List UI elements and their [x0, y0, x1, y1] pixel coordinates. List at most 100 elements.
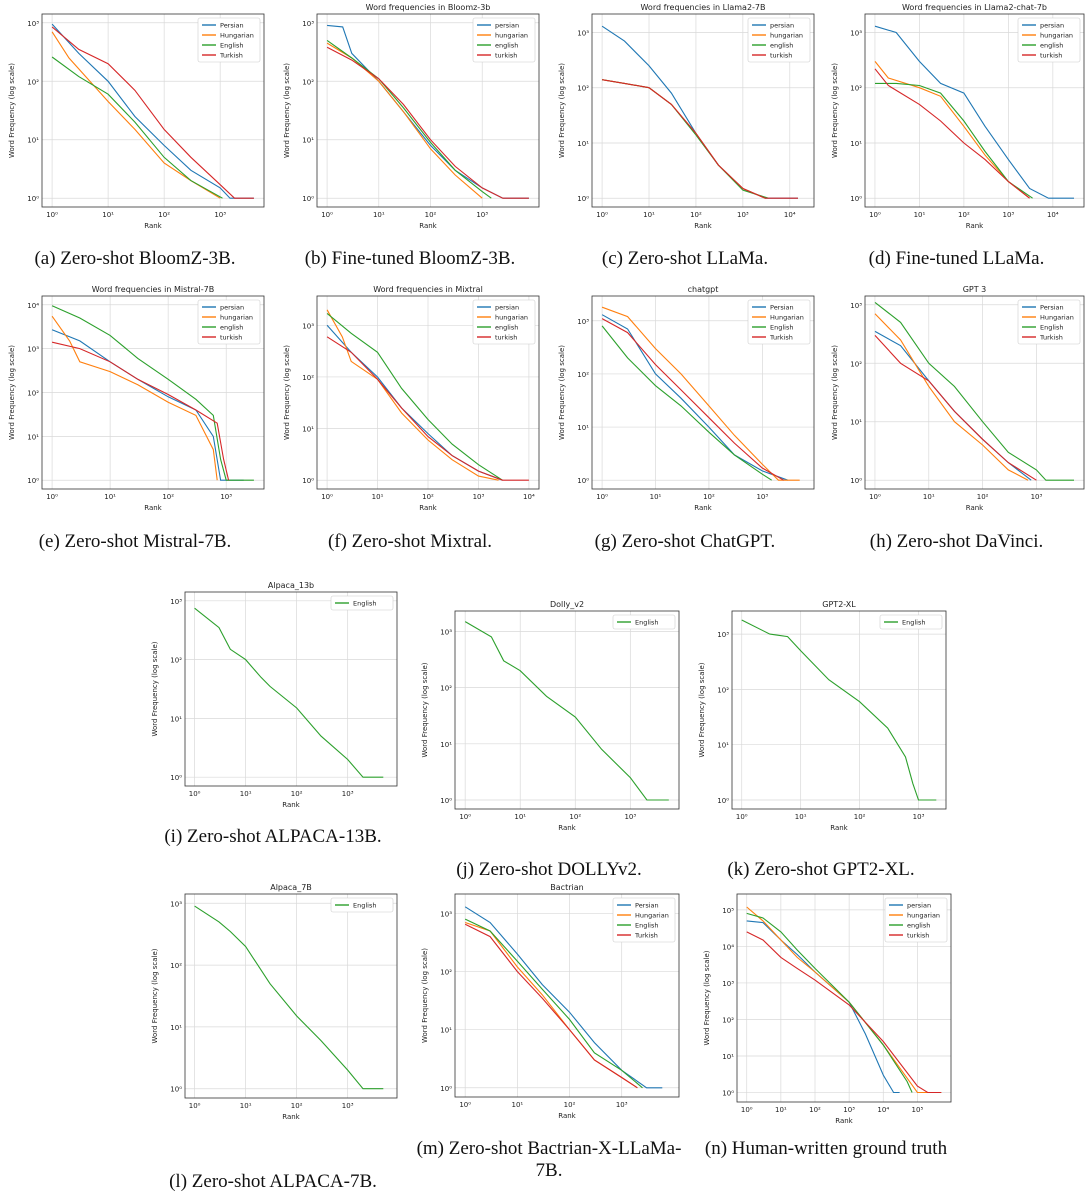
x-axis-label: Rank	[694, 504, 712, 512]
y-tick-label: 10³	[302, 322, 314, 330]
x-tick-label: 10²	[703, 493, 715, 501]
y-tick-label: 10¹	[717, 742, 729, 750]
chart-svg: Alpaca_13b 10⁰ 10¹ 10² 10³ 10⁰ 10¹ 10² 10³ Rank Wo…	[151, 581, 398, 809]
series-line-turkish	[874, 335, 1037, 481]
legend-label: Persian	[220, 22, 244, 30]
series-line-persian	[601, 314, 788, 481]
y-tick-label: 10⁰	[717, 797, 729, 805]
legend-label: hungarian	[907, 912, 940, 920]
y-tick-label: 10³	[717, 631, 729, 639]
chart-title: GPT2-XL	[822, 600, 856, 609]
legend-label: English	[770, 324, 793, 332]
y-tick-label: 10¹	[850, 140, 862, 148]
x-axis-label: Rank	[419, 222, 437, 230]
x-tick-label: 10³	[342, 1102, 354, 1110]
chart-title: Dolly_v2	[550, 600, 584, 609]
y-tick-label: 10²	[722, 1016, 734, 1024]
chart-svg: Dolly_v2 10⁰ 10¹ 10² 10³ 10⁰ 10¹ 10² 10³ Rank Word…	[421, 600, 680, 832]
series-line-turkish	[326, 336, 529, 481]
series-line-turkish	[326, 46, 529, 199]
figure-caption: (i) Zero-shot ALPACA-13B.	[164, 826, 382, 847]
legend-label: turkish	[770, 52, 792, 60]
chart-title: Word frequencies in Llama2-chat-7b	[902, 3, 1047, 12]
y-tick-label: 10²	[440, 969, 452, 977]
legend-box	[1017, 299, 1081, 345]
legend-label: Hungarian	[770, 314, 804, 322]
legend-label: english	[495, 324, 518, 332]
chart-panel: Word frequencies in Llama2-7B 10⁰ 10¹ 10² 10…	[550, 0, 820, 235]
y-tick-label: 10⁰	[850, 195, 862, 203]
figure-caption: (h) Zero-shot DaVinci.	[869, 531, 1044, 552]
figure-caption: (b) Fine-tuned BloomZ-3B.	[304, 248, 516, 269]
y-tick-label: 10²	[850, 360, 862, 368]
chart-title: chatgpt	[688, 285, 719, 294]
y-tick-label: 10⁰	[850, 477, 862, 485]
x-axis-label: Rank	[282, 801, 300, 809]
chart-svg: Word frequencies in Llama2-chat-7b 10⁰ 10¹…	[831, 3, 1085, 230]
x-tick-label: 10¹	[240, 790, 252, 798]
x-tick-label: 10⁴	[523, 493, 535, 501]
x-tick-label: 10⁰	[321, 211, 333, 219]
y-tick-label: 10²	[27, 78, 39, 86]
y-tick-label: 10²	[577, 85, 589, 93]
series-line-english	[875, 82, 1033, 199]
chart-svg: chatgpt 10⁰ 10¹ 10² 10³ 10⁰ 10¹ 10² 10³ Rank Word …	[558, 285, 815, 512]
plot-frame	[41, 295, 265, 490]
y-tick-label: 10⁰	[577, 195, 589, 203]
y-tick-label: 10²	[27, 390, 39, 398]
legend-box	[197, 17, 261, 63]
y-tick-label: 10²	[577, 371, 589, 379]
y-tick-label: 10⁴	[722, 943, 734, 951]
plot-frame	[731, 610, 947, 810]
series-line-turkish	[746, 931, 942, 1094]
chart-panel: Word frequencies in Mixtral 10⁰ 10¹ 10² 10³ 1…	[275, 282, 545, 517]
legend-label: persian	[770, 22, 794, 30]
x-tick-label: 10²	[162, 493, 174, 501]
x-tick-label: 10²	[158, 211, 170, 219]
x-tick-label: 10⁴	[877, 1106, 889, 1114]
plot-frame	[864, 295, 1085, 490]
legend-label: turkish	[495, 334, 517, 342]
x-tick-label: 10²	[569, 813, 581, 821]
series-line-english	[602, 79, 769, 199]
chart-panel: Word frequencies in Llama2-chat-7b 10⁰ 10¹…	[823, 0, 1090, 235]
x-axis-label: Rank	[558, 824, 576, 832]
chart-panel: 10⁰ 10¹ 10² 10³ 10⁰ 10¹ 10² 10³ Rank Word Frequen…	[0, 0, 270, 235]
chart-title: Word frequencies in Bloomz-3b	[366, 3, 491, 12]
legend-label: English	[220, 42, 243, 50]
x-axis-label: Rank	[830, 824, 848, 832]
y-tick-label: 10⁰	[170, 1086, 182, 1094]
chart-title: Alpaca_13b	[268, 581, 314, 590]
series-line-english	[601, 325, 772, 481]
legend-label: English	[353, 902, 376, 910]
series-line-english	[194, 607, 384, 778]
legend-label: Hungarian	[220, 32, 254, 40]
chart-panel: chatgpt 10⁰ 10¹ 10² 10³ 10⁰ 10¹ 10² 10³ Rank Word …	[550, 282, 820, 517]
y-tick-label: 10⁰	[27, 195, 39, 203]
chart-panel: GPT 3 10⁰ 10¹ 10² 10³ 10⁰ 10¹ 10² 10³ Rank Word Fr…	[823, 282, 1090, 517]
x-tick-label: 10⁰	[46, 211, 58, 219]
y-tick-label: 10³	[440, 910, 452, 918]
y-axis-label: Word Frequency (log scale)	[283, 345, 291, 440]
figure-caption: (j) Zero-shot DOLLYv2.	[456, 859, 642, 880]
y-tick-label: 10²	[717, 686, 729, 694]
x-axis-label: Rank	[966, 504, 984, 512]
series-line-english	[464, 918, 643, 1089]
y-axis-label: Word Frequency (log scale)	[558, 63, 566, 158]
y-tick-label: 10⁰	[302, 477, 314, 485]
x-tick-label: 10²	[422, 493, 434, 501]
legend-box	[197, 299, 261, 345]
plot-frame	[41, 13, 265, 208]
y-axis-label: Word Frequency (log scale)	[421, 948, 429, 1043]
y-tick-label: 10³	[302, 20, 314, 28]
y-axis-label: Word Frequency (log scale)	[8, 345, 16, 440]
x-tick-label: 10¹	[775, 1106, 787, 1114]
y-axis-label: Word Frequency (log scale)	[831, 345, 839, 440]
y-tick-label: 10²	[170, 962, 182, 970]
y-tick-label: 10¹	[440, 1027, 452, 1035]
x-tick-label: 10⁰	[189, 790, 201, 798]
figure-caption: (m) Zero-shot Bactrian-X-LLaMa-7B.	[416, 1138, 682, 1181]
y-tick-label: 10¹	[302, 137, 314, 145]
chart-svg: Alpaca_7B 10⁰ 10¹ 10² 10³ 10⁰ 10¹ 10² 10³ Rank Wor…	[151, 883, 398, 1121]
y-tick-label: 10³	[170, 598, 182, 606]
